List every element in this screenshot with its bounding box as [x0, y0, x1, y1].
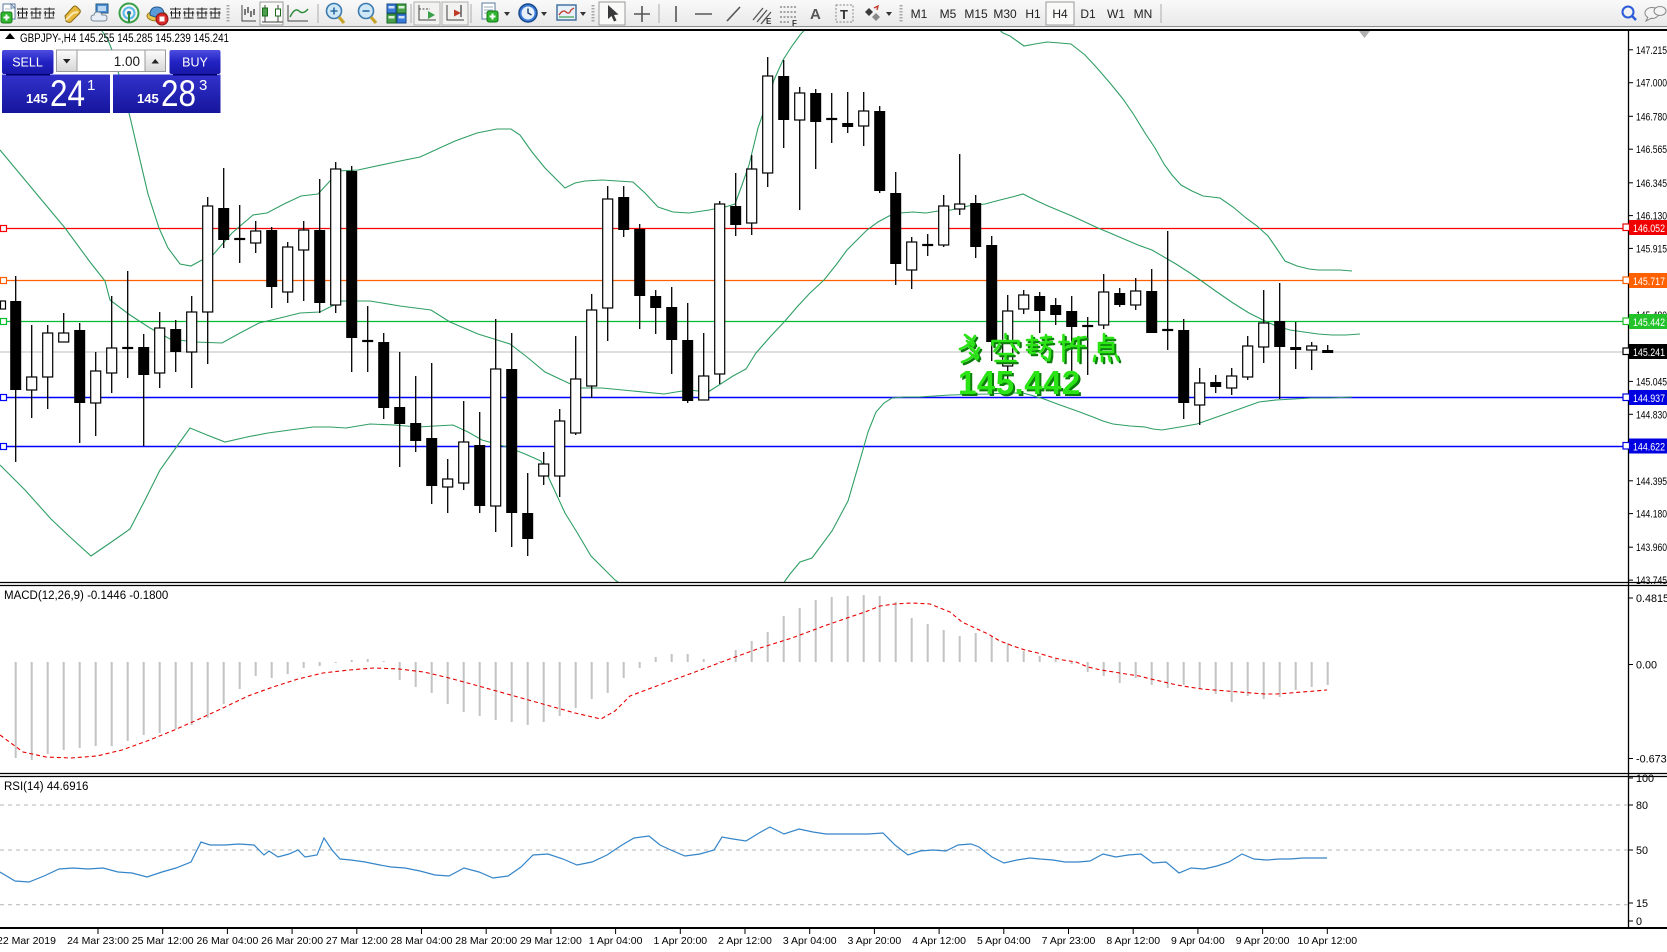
svg-text:1: 1: [87, 77, 95, 94]
svg-text:145: 145: [137, 91, 159, 106]
svg-text:50: 50: [1636, 845, 1648, 857]
svg-text:MACD(12,26,9) -0.1446 -0.1800: MACD(12,26,9) -0.1446 -0.1800: [4, 590, 168, 602]
svg-text:144.622: 144.622: [1633, 442, 1665, 454]
svg-text:29 Mar 12:00: 29 Mar 12:00: [520, 935, 582, 947]
svg-text:1 Apr 04:00: 1 Apr 04:00: [589, 935, 643, 947]
svg-text:M1: M1: [911, 7, 928, 21]
svg-text:146.780: 146.780: [1636, 111, 1667, 123]
svg-text:145.442: 145.442: [1633, 317, 1665, 329]
svg-text:80: 80: [1636, 800, 1648, 812]
svg-text:145.045: 145.045: [1636, 376, 1667, 388]
svg-text:145.442: 145.442: [960, 366, 1083, 403]
svg-text:1.00: 1.00: [114, 54, 140, 69]
svg-text:143.960: 143.960: [1636, 542, 1667, 554]
svg-text:0.4815: 0.4815: [1636, 593, 1667, 605]
svg-text:2 Apr 12:00: 2 Apr 12:00: [718, 935, 772, 947]
svg-text:144.937: 144.937: [1633, 393, 1665, 405]
svg-text:3: 3: [199, 77, 207, 94]
svg-text:144.830: 144.830: [1636, 409, 1667, 421]
svg-text:3 Apr 04:00: 3 Apr 04:00: [783, 935, 837, 947]
svg-text:M5: M5: [940, 7, 957, 21]
svg-text:GBPJPY-,H4 145.255 145.285 14: GBPJPY-,H4 145.255 145.285 145.239 145.2…: [20, 33, 229, 45]
svg-text:147.000: 147.000: [1636, 78, 1667, 90]
svg-text:SELL: SELL: [12, 56, 43, 70]
svg-text:25 Mar 12:00: 25 Mar 12:00: [132, 935, 194, 947]
svg-text:E: E: [766, 17, 772, 26]
svg-text:147.215: 147.215: [1636, 45, 1667, 57]
svg-text:146.130: 146.130: [1636, 211, 1667, 223]
svg-text:MN: MN: [1134, 7, 1153, 21]
svg-text:8 Apr 12:00: 8 Apr 12:00: [1106, 935, 1160, 947]
svg-text:26 Mar 04:00: 26 Mar 04:00: [196, 935, 258, 947]
svg-text:15: 15: [1636, 898, 1648, 910]
svg-text:9 Apr 20:00: 9 Apr 20:00: [1236, 935, 1290, 947]
svg-text:M30: M30: [993, 7, 1017, 21]
svg-text:146.565: 146.565: [1636, 144, 1667, 156]
svg-text:145.241: 145.241: [1633, 347, 1665, 359]
svg-text:W1: W1: [1107, 7, 1125, 21]
svg-text:27 Mar 12:00: 27 Mar 12:00: [326, 935, 388, 947]
svg-text:28 Mar 04:00: 28 Mar 04:00: [391, 935, 453, 947]
svg-text:5 Apr 04:00: 5 Apr 04:00: [977, 935, 1031, 947]
svg-text:0.00: 0.00: [1636, 660, 1657, 672]
svg-text:143.745: 143.745: [1636, 575, 1667, 587]
svg-text:145.442: 145.442: [958, 364, 1081, 401]
svg-text:3 Apr 20:00: 3 Apr 20:00: [848, 935, 902, 947]
svg-text:144.395: 144.395: [1636, 476, 1667, 488]
svg-text:H4: H4: [1052, 7, 1068, 21]
svg-text:145.717: 145.717: [1633, 276, 1665, 288]
svg-text:26 Mar 20:00: 26 Mar 20:00: [261, 935, 323, 947]
svg-text:A: A: [810, 6, 821, 23]
svg-text:T: T: [840, 7, 848, 22]
svg-text:145: 145: [26, 91, 48, 106]
svg-text:24: 24: [50, 73, 85, 114]
svg-text:H1: H1: [1025, 7, 1041, 21]
svg-text:0: 0: [1636, 916, 1642, 928]
svg-text:145.915: 145.915: [1636, 243, 1667, 255]
svg-text:28: 28: [161, 73, 196, 114]
svg-text:28 Mar 20:00: 28 Mar 20:00: [455, 935, 517, 947]
svg-text:4 Apr 12:00: 4 Apr 12:00: [912, 935, 966, 947]
svg-text:1 Apr 20:00: 1 Apr 20:00: [653, 935, 707, 947]
svg-text:-0.6732: -0.6732: [1636, 754, 1667, 766]
svg-text:146.052: 146.052: [1633, 223, 1665, 235]
svg-text:24 Mar 23:00: 24 Mar 23:00: [67, 935, 129, 947]
svg-text:100: 100: [1636, 773, 1654, 785]
svg-text:146.345: 146.345: [1636, 178, 1667, 190]
svg-text:9 Apr 04:00: 9 Apr 04:00: [1171, 935, 1225, 947]
svg-text:22 Mar 2019: 22 Mar 2019: [0, 935, 56, 947]
svg-text:F: F: [792, 19, 797, 28]
svg-text:M15: M15: [964, 7, 988, 21]
svg-text:BUY: BUY: [182, 56, 208, 70]
svg-text:10 Apr 12:00: 10 Apr 12:00: [1298, 935, 1358, 947]
svg-text:7 Apr 23:00: 7 Apr 23:00: [1042, 935, 1096, 947]
svg-text:144.180: 144.180: [1636, 509, 1667, 521]
svg-text:RSI(14) 44.6916: RSI(14) 44.6916: [4, 781, 88, 793]
svg-text:D1: D1: [1080, 7, 1096, 21]
